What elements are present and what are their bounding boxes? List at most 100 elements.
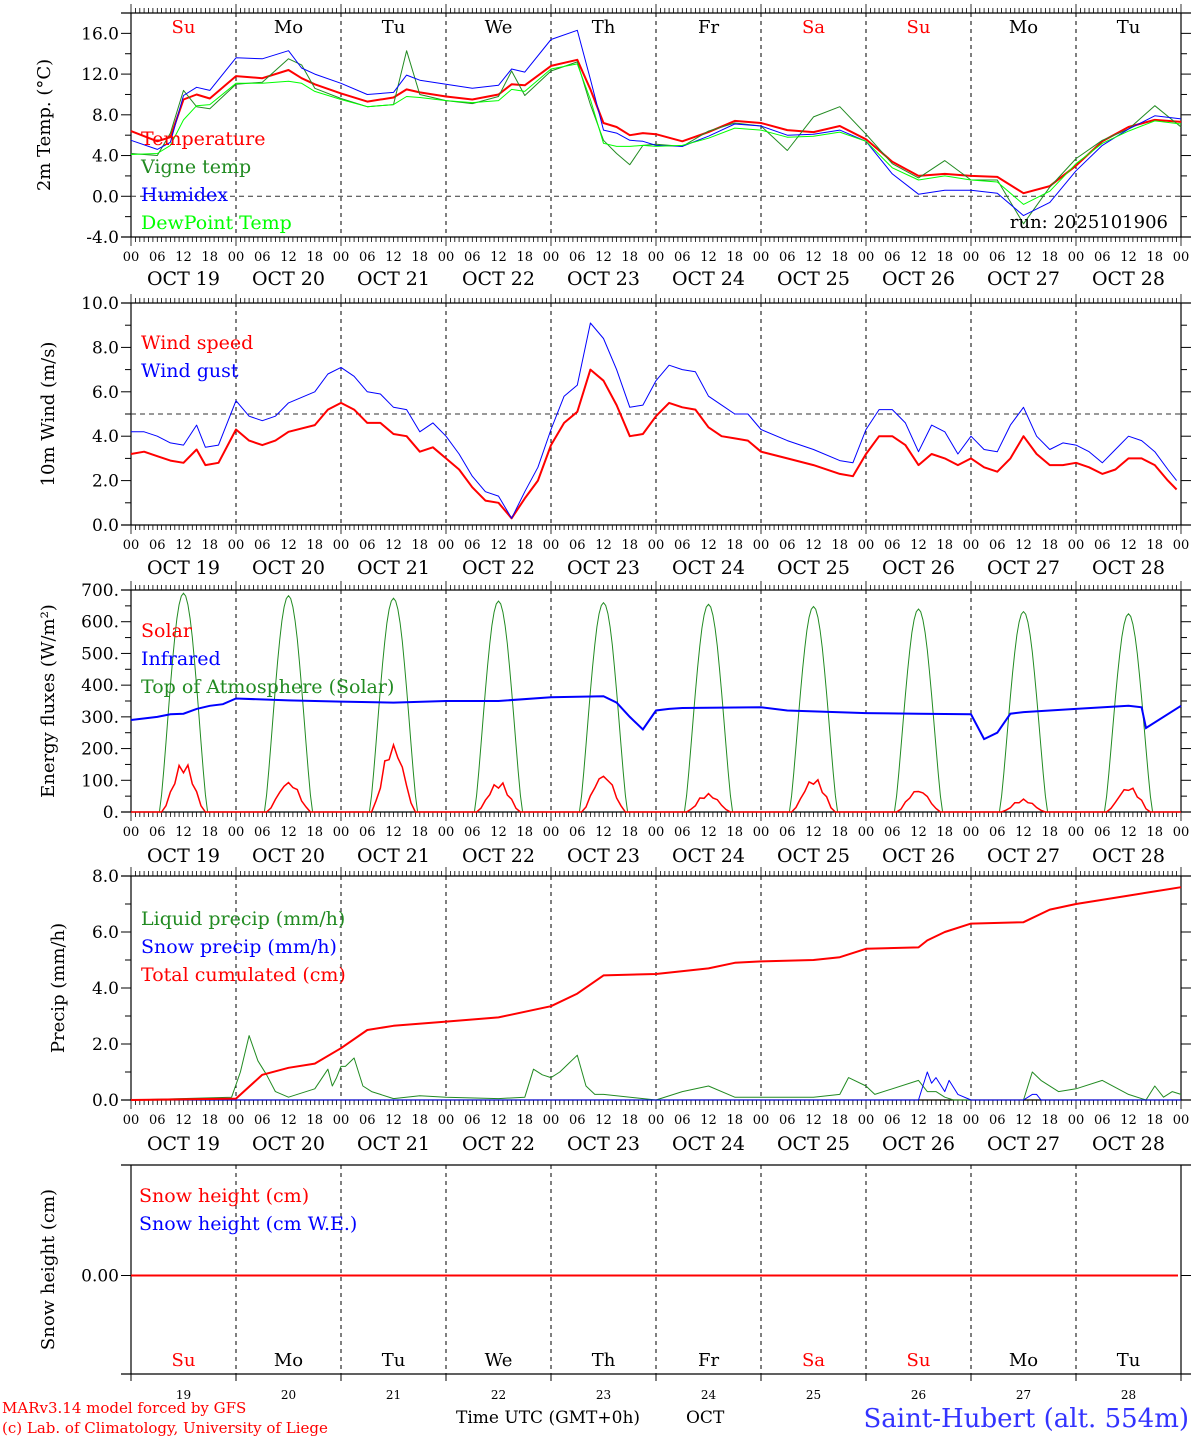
x-tick-label: 18 [516,250,533,265]
series-toa-solar [131,592,1181,813]
x-tick-label: 12 [595,250,612,265]
x-tick-label: 18 [936,250,953,265]
x-tick-label: 00 [438,825,455,840]
legend-entry: Infrared [141,648,221,670]
x-tick-label: 12 [175,250,192,265]
x-tick-label: 18 [621,1113,638,1128]
date-label: OCT 23 [567,557,640,579]
x-tick-label: 06 [884,538,901,553]
x-tick-label: 18 [201,1113,218,1128]
date-label: OCT 27 [987,268,1060,290]
x-tick-label: 00 [1068,538,1085,553]
x-tick-label: 18 [1041,250,1058,265]
x-tick-label: 18 [831,825,848,840]
x-tick-label: 18 [726,250,743,265]
date-label: OCT 22 [462,845,535,867]
x-tick-label: 00 [648,250,665,265]
x-tick-label: 12 [490,825,507,840]
x-tick-label: 18 [1041,825,1058,840]
day-name: Tu [1117,17,1141,38]
series-liquid-precip-mm-h- [130,1035,1182,1101]
date-label: OCT 20 [252,268,325,290]
day-name: Su [907,17,931,38]
x-tick-label: 12 [700,538,717,553]
x-tick-label: 00 [543,538,560,553]
x-tick-label: 06 [359,250,376,265]
x-tick-label: 00 [858,250,875,265]
x-tick-label: 18 [936,538,953,553]
day-number: 28 [1121,1388,1136,1402]
day-number: 26 [911,1388,926,1402]
x-tick-label: 06 [884,250,901,265]
series-dewpoint-temp [130,63,1182,205]
day-name: Fr [698,1350,719,1371]
x-tick-label: 12 [490,250,507,265]
day-name: Mo [274,1350,303,1371]
x-tick-label: 00 [123,1113,140,1128]
x-tick-label: 18 [516,538,533,553]
date-label: OCT 26 [882,1133,955,1155]
x-tick-label: 18 [726,538,743,553]
x-tick-label: 06 [1094,250,1111,265]
y-tick-label: 700. [81,581,119,601]
x-tick-label: 18 [726,825,743,840]
legend-entry: Liquid precip (mm/h) [141,908,345,930]
day-number: 25 [806,1388,821,1402]
x-tick-label: 06 [464,1113,481,1128]
date-label: OCT 19 [147,557,220,579]
date-label: OCT 23 [567,268,640,290]
x-tick-label: 06 [569,1113,586,1128]
date-label: OCT 22 [462,1133,535,1155]
x-tick-label: 00 [963,1113,980,1128]
x-tick-label: 12 [910,1113,927,1128]
x-tick-label: 18 [516,1113,533,1128]
date-label: OCT 25 [777,557,850,579]
date-label: OCT 25 [777,1133,850,1155]
x-tick-label: 06 [884,1113,901,1128]
x-tick-label: 18 [831,538,848,553]
day-name: Su [907,1350,931,1371]
date-label: OCT 25 [777,268,850,290]
x-tick-label: 00 [963,538,980,553]
x-tick-label: 00 [1173,250,1190,265]
legend-entry: Vigne temp [140,156,251,178]
x-tick-label: 12 [280,538,297,553]
legend-entry: Temperature [141,128,265,150]
date-label: OCT 26 [882,268,955,290]
legend-entry: Total cumulated (cm) [141,964,346,986]
x-tick-label: 06 [359,1113,376,1128]
legend-entry: Solar [141,620,193,642]
date-label: OCT 26 [882,845,955,867]
x-tick-label: 12 [280,1113,297,1128]
x-tick-label: 18 [306,1113,323,1128]
y-tick-label: 2.0 [92,1035,119,1055]
series-solar [131,742,1181,813]
x-tick-label: 12 [1120,825,1137,840]
x-tick-label: 12 [1120,1113,1137,1128]
x-tick-label: 00 [1173,1113,1190,1128]
x-tick-label: 06 [1094,1113,1111,1128]
x-tick-label: 00 [753,538,770,553]
date-label: OCT 21 [357,1133,430,1155]
x-tick-label: 00 [963,250,980,265]
y-axis-title: Energy fluxes (W/m²) [38,604,59,798]
series-temperature [130,58,1182,195]
legend-entry: Wind gust [141,360,239,382]
date-label: OCT 22 [462,557,535,579]
x-tick-label: 12 [805,538,822,553]
x-tick-label: 18 [411,1113,428,1128]
day-name: Tu [382,1350,406,1371]
date-label: OCT 21 [357,268,430,290]
x-tick-label: 18 [411,825,428,840]
x-tick-label: 06 [779,538,796,553]
x-tick-label: 00 [543,825,560,840]
series-snow-precip-mm-h- [131,1071,1181,1101]
y-axis-title: Snow height (cm) [38,1189,59,1350]
day-number: 23 [596,1388,611,1402]
run-annotation: run: 2025101906 [1010,212,1168,233]
x-tick-label: 12 [1120,538,1137,553]
hour-ticks [130,4,1182,246]
x-tick-label: 00 [1068,250,1085,265]
y-axis-title: 2m Temp. (°C) [34,59,55,191]
x-tick-label: 18 [201,250,218,265]
